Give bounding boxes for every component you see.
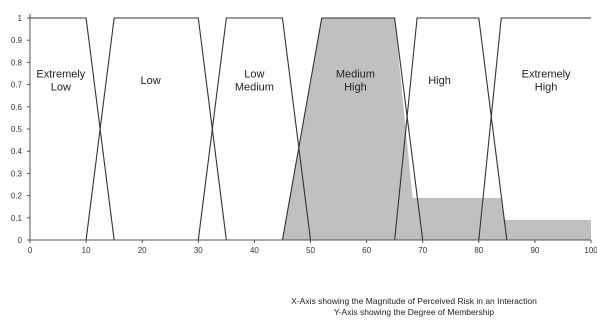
y-tick-label: 0.5 xyxy=(11,125,23,134)
y-tick-label: 0.8 xyxy=(11,58,23,67)
caption-x-axis: X-Axis showing the Magnitude of Perceive… xyxy=(291,296,537,306)
membership-curve-low-medium xyxy=(197,17,312,241)
shaded-output-region xyxy=(282,18,591,240)
set-label-high: High xyxy=(428,75,451,87)
x-tick-label: 30 xyxy=(194,246,203,255)
caption-y-axis: Y-Axis showing the Degree of Membership xyxy=(334,307,495,317)
y-tick-label: 0.7 xyxy=(11,81,23,90)
axes-layer: 0 10 20 30 40 50 60 70 80 90 100 0 0.1 0.2 0.3 0.4 0.5 0.… xyxy=(11,14,597,255)
y-tick-label: 0.1 xyxy=(11,214,23,223)
x-tick-label: 100 xyxy=(584,246,597,255)
y-tick-label: 0.9 xyxy=(11,36,23,45)
membership-curve-extremely-high xyxy=(478,17,591,241)
y-tick-label: 1 xyxy=(18,14,23,23)
y-tick-label: 0 xyxy=(18,236,23,245)
shaded-output-region-layer xyxy=(282,18,591,240)
set-label-low-medium: Low Medium xyxy=(235,69,274,94)
set-label-low: Low xyxy=(141,75,161,87)
x-tick-label: 10 xyxy=(82,246,91,255)
y-tick-label: 0.6 xyxy=(11,103,23,112)
x-tick-label: 80 xyxy=(474,246,483,255)
x-tick-label: 50 xyxy=(306,246,315,255)
membership-curve-extremely-low xyxy=(30,17,115,241)
set-labels-layer: Extremely Low Low Low Medium Medium High High Ex… xyxy=(36,69,571,94)
x-tick-label: 20 xyxy=(138,246,147,255)
set-label-medium-high: Medium High xyxy=(336,69,375,94)
x-tick-label: 40 xyxy=(250,246,259,255)
y-tick-label: 0.3 xyxy=(11,169,23,178)
membership-curve-high xyxy=(394,17,508,241)
membership-curves-layer xyxy=(30,17,591,241)
membership-curve-low xyxy=(85,17,227,241)
y-tick-label: 0.2 xyxy=(11,192,23,201)
x-tick-label: 70 xyxy=(418,246,427,255)
y-tick-label: 0.4 xyxy=(11,147,23,156)
x-tick-label: 0 xyxy=(28,246,33,255)
set-label-extremely-low: Extremely Low xyxy=(36,69,85,94)
membership-curve-medium-high xyxy=(281,17,424,241)
set-label-extremely-high: Extremely High xyxy=(522,69,571,94)
x-tick-label: 60 xyxy=(362,246,371,255)
x-tick-label: 90 xyxy=(530,246,539,255)
